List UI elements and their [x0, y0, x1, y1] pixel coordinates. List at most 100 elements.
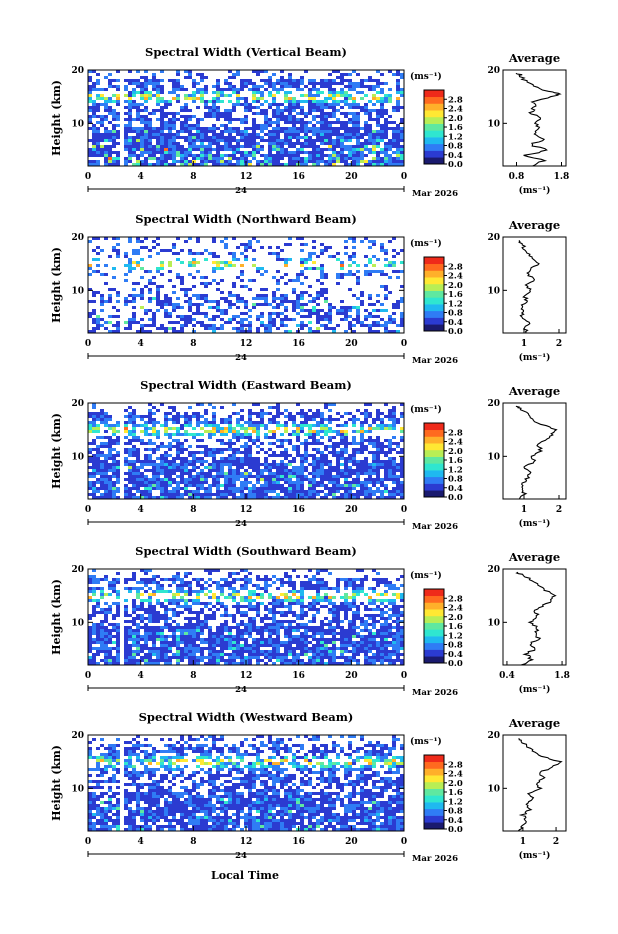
- heatmap-cell: [200, 148, 204, 151]
- heatmap-cell: [108, 593, 112, 596]
- heatmap-cell: [280, 103, 284, 106]
- heatmap-cell: [92, 590, 96, 593]
- heatmap-cell: [372, 157, 376, 160]
- heatmap-cell: [340, 430, 344, 433]
- heatmap-cell: [312, 478, 316, 481]
- heatmap-cell: [192, 252, 196, 255]
- heatmap-cell: [260, 136, 264, 139]
- heatmap-cell: [360, 590, 364, 593]
- heatmap-cell: [348, 418, 352, 421]
- heatmap-cell: [92, 605, 96, 608]
- heatmap-cell: [200, 487, 204, 490]
- heatmap-cell: [176, 82, 180, 85]
- heatmap-cell: [236, 130, 240, 133]
- heatmap-cell: [296, 303, 300, 306]
- heatmap-cell: [208, 318, 212, 321]
- heatmap-cell: [292, 593, 296, 596]
- heatmap-cell: [100, 309, 104, 312]
- heatmap-cell: [300, 457, 304, 460]
- heatmap-cell: [240, 472, 244, 475]
- heatmap-cell: [148, 427, 152, 430]
- heatmap-cell: [368, 130, 372, 133]
- heatmap-cell: [144, 270, 148, 273]
- heatmap-cell: [232, 109, 236, 112]
- heatmap-cell: [240, 457, 244, 460]
- heatmap-cell: [152, 88, 156, 91]
- heatmap-cell: [88, 79, 92, 82]
- heatmap-cell: [308, 608, 312, 611]
- heatmap-cell: [272, 321, 276, 324]
- heatmap-cell: [388, 142, 392, 145]
- heatmap-cell: [392, 457, 396, 460]
- heatmap-cell: [328, 136, 332, 139]
- heatmap-cell: [164, 145, 168, 148]
- heatmap-cell: [172, 433, 176, 436]
- heatmap-cell: [264, 463, 268, 466]
- heatmap-cell: [212, 160, 216, 163]
- heatmap-cell: [328, 160, 332, 163]
- heatmap-cell: [92, 106, 96, 109]
- heatmap-cell: [156, 82, 160, 85]
- heatmap-cell: [192, 602, 196, 605]
- heatmap-cell: [136, 264, 140, 267]
- heatmap-cell: [256, 445, 260, 448]
- heatmap-cell: [220, 605, 224, 608]
- heatmap-cell: [324, 463, 328, 466]
- heatmap-cell: [212, 142, 216, 145]
- heatmap-cell: [176, 584, 180, 587]
- heatmap-cell: [156, 294, 160, 297]
- heatmap-cell: [304, 115, 308, 118]
- heatmap-cell: [380, 303, 384, 306]
- heatmap-cell: [196, 418, 200, 421]
- heatmap-cell: [168, 79, 172, 82]
- heatmap-cell: [176, 433, 180, 436]
- heatmap-cell: [356, 154, 360, 157]
- heatmap-cell: [196, 599, 200, 602]
- heatmap-cell: [132, 469, 136, 472]
- heatmap-cell: [172, 463, 176, 466]
- heatmap-cell: [344, 578, 348, 581]
- heatmap-cell: [148, 309, 152, 312]
- heatmap-cell: [272, 472, 276, 475]
- heatmap-cell: [372, 255, 376, 258]
- heatmap-cell: [356, 578, 360, 581]
- heatmap-cell: [176, 439, 180, 442]
- heatmap-cell: [392, 412, 396, 415]
- heatmap-cell: [400, 493, 404, 496]
- heatmap-cell: [344, 315, 348, 318]
- heatmap-cell: [228, 475, 232, 478]
- heatmap-cell: [272, 487, 276, 490]
- heatmap-cell: [352, 148, 356, 151]
- heatmap-cell: [220, 324, 224, 327]
- heatmap-cell: [324, 121, 328, 124]
- heatmap-cell: [324, 297, 328, 300]
- heatmap-cell: [96, 490, 100, 493]
- heatmap-cell: [364, 324, 368, 327]
- heatmap-cell: [332, 142, 336, 145]
- heatmap-cell: [104, 327, 108, 330]
- heatmap-cell: [244, 115, 248, 118]
- heatmap-cell: [204, 148, 208, 151]
- heatmap-cell: [380, 270, 384, 273]
- heatmap-cell: [272, 490, 276, 493]
- heatmap-cell: [364, 472, 368, 475]
- heatmap-cell: [280, 463, 284, 466]
- heatmap-cell: [148, 469, 152, 472]
- heatmap-cell: [188, 309, 192, 312]
- heatmap-cell: [272, 154, 276, 157]
- heatmap-cell: [264, 481, 268, 484]
- heatmap-cell: [340, 264, 344, 267]
- heatmap-cell: [240, 151, 244, 154]
- heatmap-cell: [376, 475, 380, 478]
- heatmap-cell: [224, 433, 228, 436]
- heatmap-cell: [388, 439, 392, 442]
- heatmap-cell: [356, 306, 360, 309]
- heatmap-cell: [380, 599, 384, 602]
- heatmap-cell: [324, 130, 328, 133]
- heatmap-cell: [356, 139, 360, 142]
- heatmap-cell: [328, 157, 332, 160]
- heatmap-cell: [352, 587, 356, 590]
- heatmap-cell: [104, 463, 108, 466]
- heatmap-cell: [164, 142, 168, 145]
- y-axis-label: Height (km): [50, 80, 63, 156]
